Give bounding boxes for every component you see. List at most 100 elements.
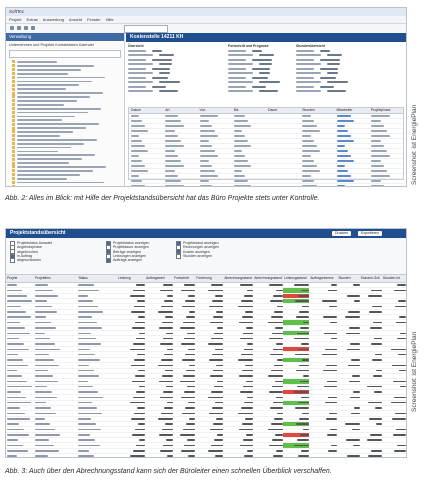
tree-item[interactable] [12, 181, 124, 185]
table-row[interactable] [6, 342, 406, 348]
tree-item[interactable] [12, 118, 124, 122]
table-row[interactable] [6, 400, 406, 406]
table-row[interactable] [6, 427, 406, 433]
table-row[interactable] [129, 179, 403, 184]
tree-item[interactable] [12, 177, 124, 181]
tree-item[interactable] [12, 146, 124, 150]
print-button[interactable]: Drucken [332, 231, 352, 236]
tree-item[interactable] [12, 184, 124, 186]
toolbar-new-icon[interactable] [10, 26, 14, 30]
grid-column-header[interactable]: Projekt [7, 276, 18, 280]
table-row[interactable] [6, 299, 406, 305]
table-row[interactable] [6, 417, 406, 422]
tree-item[interactable] [12, 111, 124, 115]
tree-item[interactable] [12, 149, 124, 153]
table-row[interactable] [129, 169, 403, 174]
tree-item[interactable] [12, 64, 124, 68]
tree-item[interactable] [12, 76, 124, 80]
grid-column-header[interactable]: Stunden [338, 276, 351, 280]
toolbar-search-input[interactable] [124, 25, 168, 33]
table-row[interactable] [6, 357, 406, 364]
table-row[interactable] [6, 304, 406, 310]
table-row[interactable] [6, 411, 406, 417]
table-row[interactable] [6, 443, 406, 449]
toolbar-save-icon[interactable] [24, 26, 28, 30]
grid-column-header[interactable]: Stunden-Soll [360, 276, 380, 280]
table-row[interactable] [129, 154, 403, 159]
tree-item[interactable] [12, 87, 124, 91]
sidebar-filter-input[interactable] [9, 50, 121, 58]
table-row[interactable] [6, 379, 406, 385]
checkbox-icon[interactable] [176, 253, 181, 259]
tree-item[interactable] [12, 99, 124, 103]
filter-option[interactable]: Aufträge anzeigen [106, 257, 149, 263]
sidebar-tabs[interactable]: Unternehmen und Projekte Kontaktdaten Ka… [9, 43, 95, 47]
table-row[interactable] [129, 174, 403, 179]
table-row[interactable] [6, 385, 406, 390]
table-row[interactable] [129, 144, 403, 149]
table-row[interactable] [6, 326, 406, 332]
table-row[interactable] [129, 149, 403, 154]
grid-column-header[interactable]: Projektbez. [35, 276, 52, 280]
tree-item[interactable] [12, 153, 124, 157]
table-row[interactable] [6, 293, 406, 300]
grid-column-header[interactable]: Von [199, 108, 206, 112]
tree-item[interactable] [12, 134, 124, 138]
menu-item[interactable]: Auswertung [42, 17, 64, 22]
grid-column-header[interactable]: Leistung [118, 276, 131, 280]
table-row[interactable] [6, 310, 406, 316]
grid-column-header[interactable]: Status [78, 276, 88, 280]
table-row[interactable] [6, 421, 406, 428]
grid-column-header[interactable]: Forderung [196, 276, 212, 280]
project-tree[interactable] [6, 60, 124, 186]
table-row[interactable] [129, 139, 403, 144]
table-row[interactable] [129, 184, 403, 186]
grid-column-header[interactable]: Auftragsreserve [310, 276, 334, 280]
grid-column-header[interactable]: Dauer [268, 108, 278, 112]
tree-item[interactable] [12, 114, 124, 118]
table-row[interactable] [6, 389, 406, 396]
table-row[interactable] [6, 369, 406, 374]
table-row[interactable] [129, 164, 403, 169]
table-row[interactable] [6, 315, 406, 321]
tree-item[interactable] [12, 165, 124, 169]
table-row[interactable] [129, 119, 403, 124]
grid-column-header[interactable]: Auftragswert [146, 276, 165, 280]
table-row[interactable] [6, 395, 406, 401]
table-row[interactable] [6, 352, 406, 358]
tree-item[interactable] [12, 130, 124, 134]
tree-item[interactable] [12, 169, 124, 173]
filter-option[interactable]: abgeschlossen [10, 257, 52, 263]
table-row[interactable] [6, 432, 406, 438]
grid-column-header[interactable]: Datum [131, 108, 141, 112]
table-row[interactable] [129, 114, 403, 119]
tree-item[interactable] [12, 91, 124, 95]
table-row[interactable] [6, 454, 406, 457]
menu-item[interactable]: Fenster [87, 17, 101, 22]
table-row[interactable] [6, 374, 406, 380]
table-row[interactable] [6, 288, 406, 294]
tree-item[interactable] [12, 161, 124, 165]
grid-column-header[interactable]: Bis [233, 108, 239, 112]
tree-item[interactable] [12, 157, 124, 161]
menu-item[interactable]: Extras [26, 17, 38, 22]
menu-item[interactable]: Ansicht [68, 17, 83, 22]
grid-column-header[interactable]: Stunden-Ist [382, 276, 400, 280]
table-row[interactable] [6, 283, 406, 289]
tree-item[interactable] [12, 122, 124, 126]
grid-column-header[interactable]: Fortschritt [174, 276, 189, 280]
tree-item[interactable] [12, 142, 124, 146]
table-row[interactable] [6, 347, 406, 353]
table-row[interactable] [129, 159, 403, 164]
table-row[interactable] [6, 336, 406, 342]
grid-column-header[interactable]: Leistungsstand [284, 276, 307, 280]
table-row[interactable] [6, 320, 406, 326]
tree-item[interactable] [12, 103, 124, 107]
tree-item[interactable] [12, 79, 124, 83]
tree-item[interactable] [12, 173, 124, 177]
tree-item[interactable] [12, 68, 124, 72]
grid-column-header[interactable]: Art [165, 108, 170, 112]
export-button[interactable]: Exportieren [358, 231, 382, 236]
table-row[interactable] [6, 406, 406, 412]
menu-item[interactable]: Hilfe [105, 17, 114, 22]
